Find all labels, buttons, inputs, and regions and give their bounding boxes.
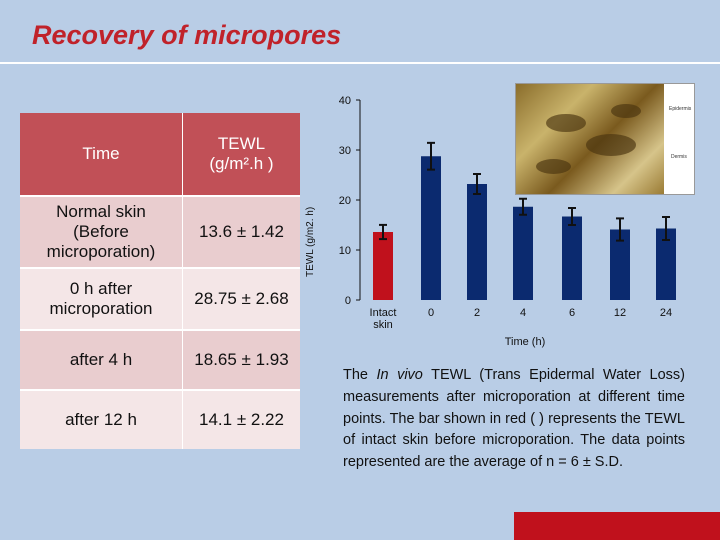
caption-italic: In vivo <box>376 367 423 383</box>
tewl-table: Time TEWL (g/m².h ) Normal skin (Before … <box>20 113 300 449</box>
tissue-detail <box>586 134 636 156</box>
x-tick-label: 0 <box>428 307 434 319</box>
tissue-detail <box>611 104 641 118</box>
bar-0 <box>373 232 393 300</box>
figure-caption: The In vivo TEWL (Trans Epidermal Water … <box>343 365 685 474</box>
skin-histology-image: Epidermis Dermis <box>515 83 695 195</box>
table-row: Normal skin (Before microporation) 13.6 … <box>20 195 300 267</box>
bar-3 <box>513 206 533 300</box>
caption-text: TEWL (Trans Epidermal Water Loss) measur… <box>343 367 685 471</box>
table-header-tewl: TEWL (g/m².h ) <box>183 113 300 195</box>
table-cell-time: after 12 h <box>20 389 183 449</box>
x-axis-label: Time (h) <box>504 336 546 348</box>
table-row: 0 h after microporation 28.75 ± 2.68 <box>20 267 300 329</box>
bar-6 <box>656 228 676 300</box>
footer-accent-bar <box>514 512 720 540</box>
tissue-detail <box>536 159 571 174</box>
bar-1 <box>421 156 441 300</box>
table-cell-tewl: 18.65 ± 1.93 <box>183 329 300 389</box>
table-header-time: Time <box>20 113 183 195</box>
table-row: after 4 h 18.65 ± 1.93 <box>20 329 300 389</box>
label-area <box>664 84 694 194</box>
table-cell-tewl: 28.75 ± 2.68 <box>183 267 300 329</box>
table-cell-tewl: 14.1 ± 2.22 <box>183 389 300 449</box>
caption-prefix: The <box>343 367 377 383</box>
table-cell-time: after 4 h <box>20 329 183 389</box>
tissue-detail <box>546 114 586 132</box>
x-tick-label: 6 <box>569 307 575 319</box>
y-tick-label: 10 <box>339 245 351 257</box>
table-header-row: Time TEWL (g/m².h ) <box>20 113 300 195</box>
y-tick-label: 40 <box>339 95 351 107</box>
x-tick-label: 24 <box>660 307 672 319</box>
y-tick-label: 30 <box>339 145 351 157</box>
x-tick-label: 12 <box>614 307 626 319</box>
dermis-label: Dermis <box>671 154 687 160</box>
x-tick-label: 2 <box>474 307 480 319</box>
x-tick-label: Intact skin <box>370 307 397 331</box>
y-axis-label: TEWL (g/m2. h) <box>305 206 316 277</box>
x-tick-label: 4 <box>520 307 526 319</box>
slide-title: Recovery of micropores <box>32 20 342 50</box>
table-cell-time: Normal skin (Before microporation) <box>20 195 183 267</box>
y-tick-label: 20 <box>339 195 351 207</box>
bar-4 <box>562 216 582 300</box>
y-tick-label: 0 <box>345 295 351 307</box>
title-divider <box>0 62 720 64</box>
table-cell-time: 0 h after microporation <box>20 267 183 329</box>
epidermis-label: Epidermis <box>669 106 692 112</box>
table-row: after 12 h 14.1 ± 2.22 <box>20 389 300 449</box>
bar-5 <box>610 229 630 300</box>
table-cell-tewl: 13.6 ± 1.42 <box>183 195 300 267</box>
bar-2 <box>467 184 487 300</box>
